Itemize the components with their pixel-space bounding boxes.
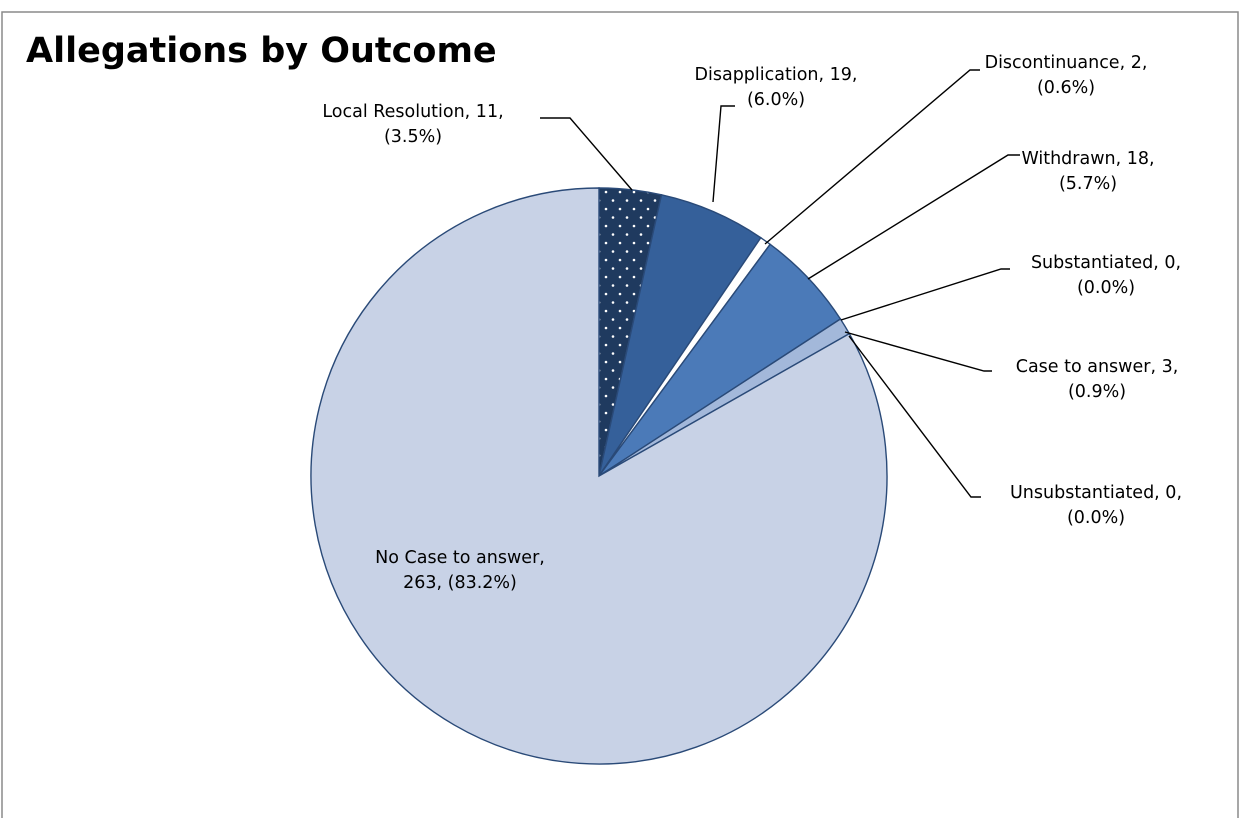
data-label-disapplication: Disapplication, 19, (6.0%) <box>695 65 858 110</box>
pie-slice-no-case-to-answer <box>310 187 888 765</box>
data-label-line: No Case to answer, <box>375 548 545 568</box>
chart-border <box>1 11 1239 818</box>
data-label-line: (5.7%) <box>1059 174 1117 194</box>
data-label-line: Withdrawn, 18, <box>1021 149 1154 169</box>
leader-line-substantiated <box>840 268 1010 321</box>
leader-line-disapplication <box>712 105 735 203</box>
data-label-case-to-answer: Case to answer, 3, (0.9%) <box>1016 357 1179 402</box>
leader-line-discontinuance <box>764 69 980 245</box>
leader-line-case-to-answer <box>844 331 992 372</box>
data-label-line: Local Resolution, 11, <box>322 102 503 122</box>
data-label-line: Unsubstantiated, 0, <box>1010 483 1182 503</box>
data-label-substantiated: Substantiated, 0, (0.0%) <box>1031 253 1181 298</box>
leader-line-unsubstantiated <box>848 335 981 498</box>
data-label-local-resolution: Local Resolution, 11, (3.5%) <box>322 102 503 147</box>
data-label-line: Discontinuance, 2, <box>985 53 1148 73</box>
data-label-line: (0.0%) <box>1067 508 1125 528</box>
chart-title: Allegations by Outcome <box>26 31 497 71</box>
data-label-line: 263, (83.2%) <box>403 573 517 593</box>
data-label-withdrawn: Withdrawn, 18, (5.7%) <box>1021 149 1154 194</box>
data-label-line: Disapplication, 19, <box>695 65 858 85</box>
data-label-line: (0.9%) <box>1068 382 1126 402</box>
data-label-discontinuance: Discontinuance, 2, (0.6%) <box>985 53 1148 98</box>
data-label-line: (0.6%) <box>1037 78 1095 98</box>
data-label-unsubstantiated: Unsubstantiated, 0, (0.0%) <box>1010 483 1182 528</box>
data-label-line: Case to answer, 3, <box>1016 357 1179 377</box>
data-label-no-case-to-answer: No Case to answer, 263, (83.2%) <box>375 548 545 593</box>
data-label-line: Substantiated, 0, <box>1031 253 1181 273</box>
leader-line-withdrawn <box>807 154 1020 280</box>
data-label-line: (3.5%) <box>384 127 442 147</box>
data-label-line: (0.0%) <box>1077 278 1135 298</box>
data-label-line: (6.0%) <box>747 90 805 110</box>
leader-line-local-resolution <box>540 117 633 191</box>
